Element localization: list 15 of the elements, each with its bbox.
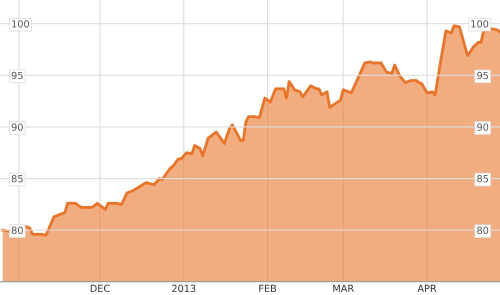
- y2-tick-label: 90: [477, 123, 488, 131]
- y2-tick-label: 95: [477, 72, 488, 80]
- x-tick-label: FEB: [259, 284, 276, 292]
- y2-tick-label: 100: [471, 20, 488, 28]
- x-tick-label: 2013: [172, 284, 196, 292]
- y2-tick-label: 85: [477, 175, 488, 182]
- x-tick-label: DEC: [90, 284, 110, 292]
- y-tick-label: 95: [12, 72, 23, 80]
- x-tick-label: MAR: [333, 284, 354, 292]
- y-tick-label: 90: [12, 123, 23, 131]
- y-tick-label: 80: [12, 226, 23, 234]
- y2-tick-label: 80: [477, 226, 488, 234]
- x-tick-label: APR: [417, 284, 436, 292]
- y-tick-label: 100: [12, 20, 30, 28]
- y-tick-label: 85: [12, 175, 23, 182]
